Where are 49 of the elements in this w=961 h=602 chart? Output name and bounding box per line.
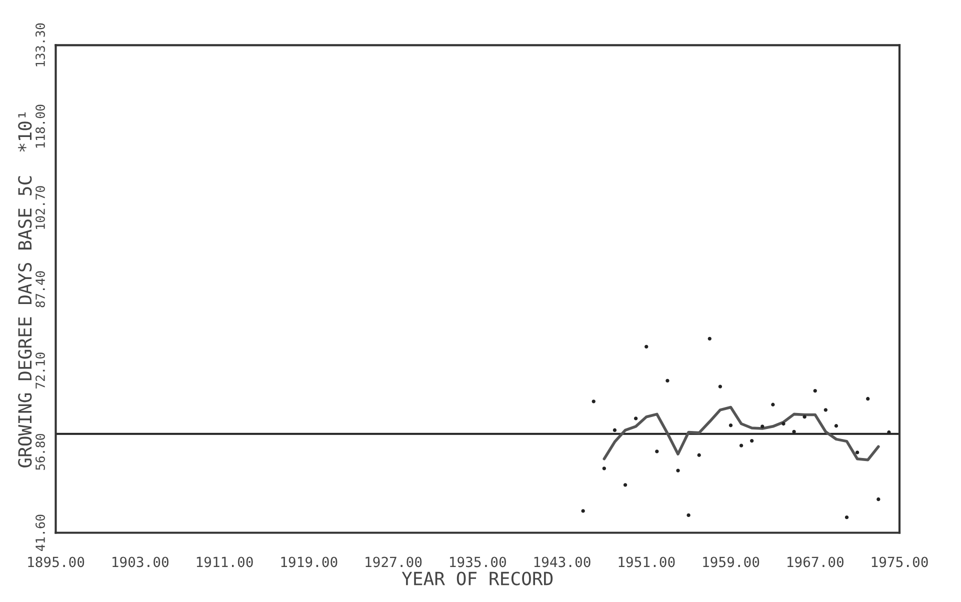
x-tick-label: 1911.00 (196, 556, 253, 568)
point (750, 438, 754, 443)
y-tick-label: 118.00 (36, 104, 45, 148)
x-tick-label: 1895.00 (28, 556, 84, 568)
point (866, 396, 870, 401)
y-tick-label: 133.30 (36, 23, 45, 66)
y-tick-label: 72.10 (36, 352, 45, 389)
point (612, 428, 617, 432)
point (634, 416, 638, 420)
y-tick-label: 56.80 (36, 434, 45, 470)
y-axis-title: GROWING DEGREE DAYS BASE 5C *10¹ (18, 112, 32, 468)
x-tick-label: 1927.00 (366, 556, 422, 568)
point (581, 509, 585, 513)
point (602, 466, 606, 470)
y-tick-label: 102.70 (36, 186, 45, 229)
point (592, 400, 596, 404)
point (728, 424, 733, 428)
point (655, 450, 659, 454)
point (876, 497, 880, 502)
point (644, 344, 648, 348)
x-tick-label: 1951.00 (618, 556, 675, 568)
point (834, 424, 838, 428)
y-tick-label: 41.60 (36, 514, 45, 551)
x-tick-label: 1975.00 (872, 556, 928, 568)
x-tick-label: 1959.00 (703, 556, 760, 568)
point (718, 384, 722, 388)
y-tick-label: 87.40 (36, 271, 45, 308)
x-tick-label: 1967.00 (788, 556, 844, 568)
point (802, 415, 806, 419)
x-tick-label: 1935.00 (450, 556, 506, 568)
point (844, 516, 849, 520)
point (623, 483, 628, 487)
x-tick-label: 1919.00 (281, 556, 338, 568)
point (676, 468, 680, 472)
point (697, 453, 701, 457)
point (824, 408, 828, 412)
x-tick-label: 1943.00 (534, 556, 590, 568)
point (771, 402, 775, 406)
point (708, 336, 712, 341)
point (782, 422, 786, 426)
point (760, 424, 764, 428)
point (855, 450, 860, 454)
x-axis-title: YEAR OF RECORD (402, 572, 553, 586)
point (813, 388, 817, 393)
point (666, 378, 670, 383)
x-tick-label: 1903.00 (112, 556, 168, 568)
point (739, 444, 744, 448)
point (686, 513, 690, 518)
line-series (602, 406, 880, 462)
